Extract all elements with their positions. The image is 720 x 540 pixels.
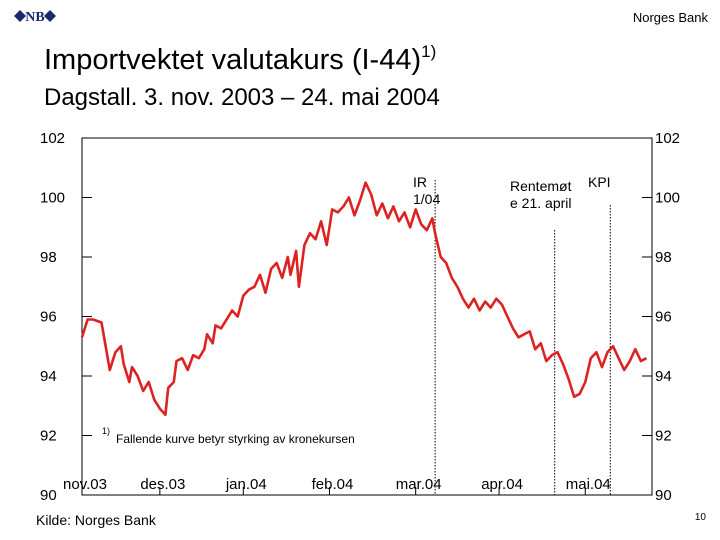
- x-ticks: nov.03 des.03 jan.04 feb.04 mar.04 apr.04 mai.…: [63, 476, 611, 495]
- y-ticks: 90 90 92 92 94 94 96 96 98 98 100 100 102 102: [40, 130, 680, 504]
- x-tick-label: feb.04: [312, 476, 354, 493]
- y-tick-label-right: 100: [655, 190, 680, 207]
- footnote: Fallende kurve betyr styrking av kroneku…: [116, 432, 355, 446]
- source-note: Kilde: Norges Bank: [36, 512, 156, 528]
- page-number: 10: [694, 512, 706, 523]
- y-tick-label-left: 100: [40, 190, 65, 207]
- x-tick-label: des.03: [140, 476, 185, 493]
- event-label: e 21. april: [510, 195, 571, 211]
- y-tick-label-left: 94: [40, 368, 57, 385]
- y-tick-label-left: 98: [40, 249, 57, 266]
- y-tick-label-right: 102: [655, 130, 680, 147]
- y-tick-label-right: 90: [655, 487, 672, 504]
- x-tick-label: apr.04: [481, 476, 523, 493]
- y-tick-label-right: 98: [655, 249, 672, 266]
- event-label: 1/04: [413, 191, 440, 207]
- y-tick-label-left: 92: [40, 428, 57, 445]
- logo-text: NB: [25, 10, 44, 25]
- y-tick-label-left: 96: [40, 309, 57, 326]
- y-tick-label-left: 90: [40, 487, 57, 504]
- title-text: Importvektet valutakurs (I-44): [44, 44, 422, 76]
- title-footnote-marker: 1): [421, 42, 437, 61]
- y-tick-label-right: 92: [655, 428, 672, 445]
- y-tick-label-right: 96: [655, 309, 672, 326]
- y-tick-label-right: 94: [655, 368, 672, 385]
- event-label: KPI: [588, 174, 611, 190]
- x-tick-label: mai.04: [566, 476, 611, 493]
- x-tick-label: mar.04: [396, 476, 442, 493]
- bank-name: Norges Bank: [632, 10, 708, 25]
- page-subtitle: Dagstall. 3. nov. 2003 – 24. mai 2004: [44, 84, 440, 111]
- series-line: [80, 181, 648, 417]
- y-tick-label-left: 102: [40, 130, 65, 147]
- norges-bank-logo: NB: [14, 10, 56, 25]
- event-label: IR: [413, 174, 427, 190]
- page-title: Importvektet valutakurs (I-44)1): [44, 42, 437, 77]
- footnote-marker: 1): [102, 426, 110, 436]
- x-tick-label: jan.04: [225, 476, 267, 493]
- x-tick-label: nov.03: [63, 476, 107, 493]
- event-label: Rentemøt: [510, 178, 572, 194]
